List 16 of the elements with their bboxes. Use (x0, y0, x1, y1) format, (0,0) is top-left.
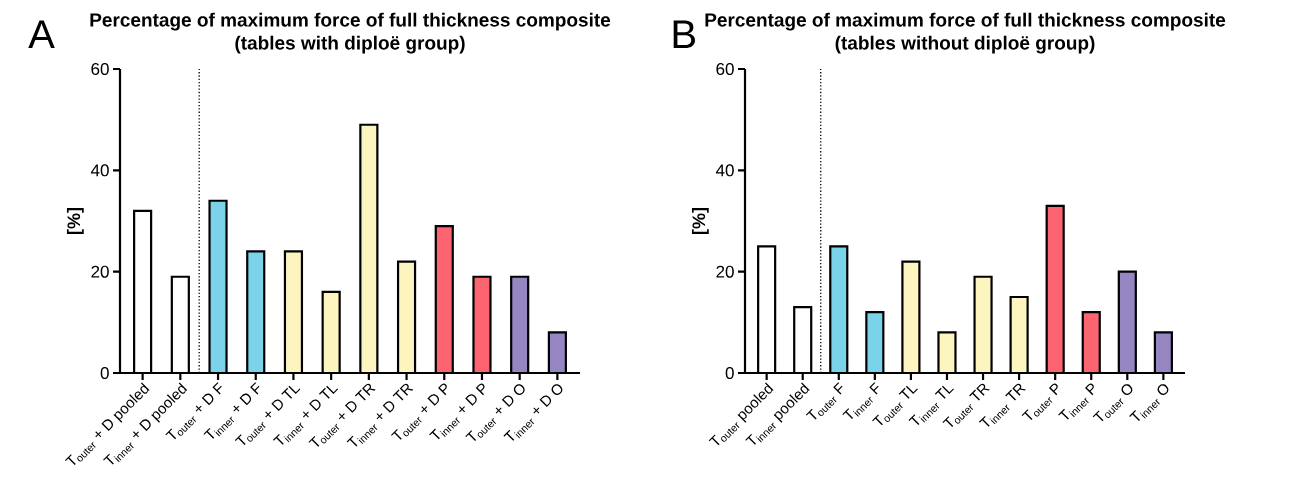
y-axis-title: [%] (691, 208, 709, 234)
chart-subtitle: (tables with diploë group) (235, 35, 465, 54)
y-tick-label: 60 (91, 62, 109, 76)
chart-subtitle: (tables without diploë group) (835, 35, 1095, 54)
y-tick-label: 60 (716, 62, 734, 76)
y-tick-label: 20 (91, 265, 109, 278)
y-tick-label: 0 (725, 366, 734, 380)
text: B (673, 20, 695, 49)
y-axis-title: [%] (66, 208, 84, 234)
chart-title: Percentage of maximum force of full thickness composite (705, 12, 1226, 31)
text: A (28, 20, 55, 49)
y-tick-label: 0 (100, 366, 109, 380)
y-tick-label: 40 (90, 164, 109, 177)
y-tick-label: 40 (715, 164, 734, 177)
chart-title: Percentage of maximum force of full thickness composite (90, 12, 611, 31)
y-tick-label: 20 (716, 265, 734, 278)
